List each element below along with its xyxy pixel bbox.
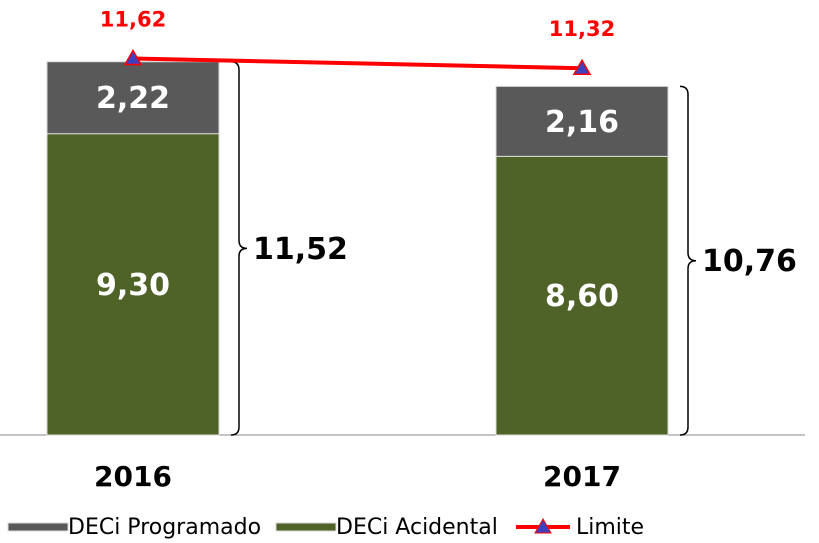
data-label: 9,30 [96,268,170,303]
total-label: 11,52 [253,232,348,267]
bar-segment [46,61,220,135]
x-tick-label: 2017 [543,460,621,493]
total-brace [679,85,697,436]
data-label: 2,16 [545,105,619,140]
data-label: 8,60 [545,279,619,314]
bar-segment [495,85,669,157]
legend-swatch [7,522,69,532]
bar-segment [495,155,669,436]
x-tick-label: 2016 [94,460,172,493]
legend-label: DECi Acidental [336,515,498,540]
bar-segment [46,133,220,436]
limit-marker [123,49,143,66]
total-brace [230,61,248,436]
legend-marker [534,517,552,534]
limit-label: 11,32 [549,17,615,41]
total-label: 10,76 [702,244,797,279]
legend-label: Limite [576,515,644,540]
limit-label: 11,62 [100,8,166,32]
limit-marker [572,58,592,75]
legend-label: DECi Programado [68,515,261,540]
limit-line [132,56,583,71]
data-label: 2,22 [96,81,170,116]
legend-swatch [275,522,337,532]
